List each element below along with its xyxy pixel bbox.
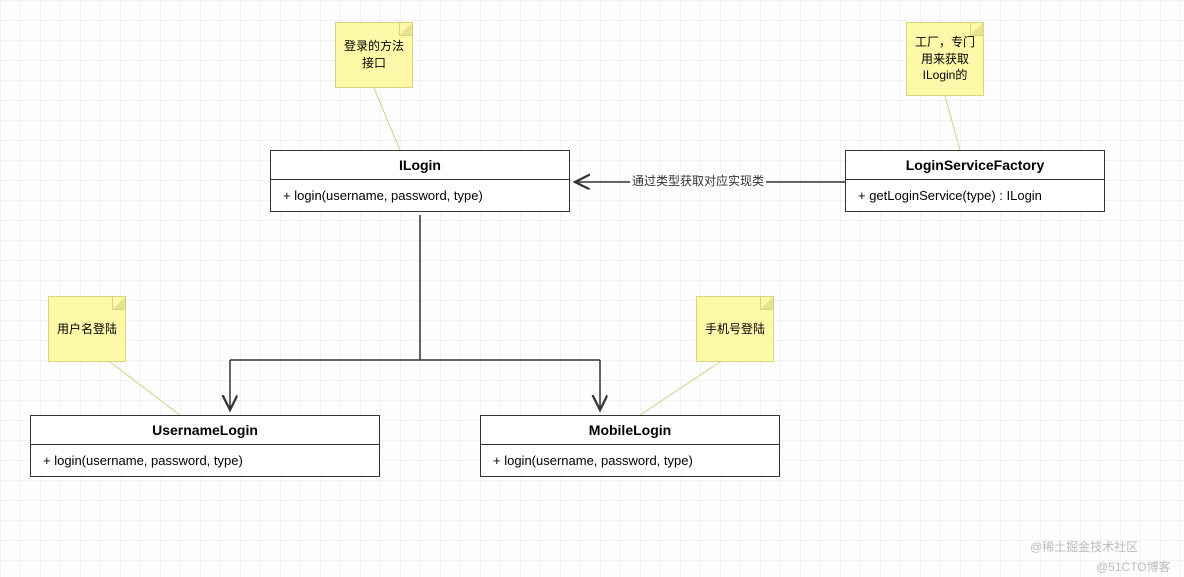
note-mobile: 手机号登陆: [696, 296, 774, 362]
edge-label-factory: 通过类型获取对应实现类: [630, 172, 766, 189]
class-method: + login(username, password, type): [271, 180, 569, 211]
note-text: 手机号登陆: [705, 321, 765, 338]
class-title: MobileLogin: [481, 416, 779, 445]
class-factory: LoginServiceFactory + getLoginService(ty…: [845, 150, 1105, 212]
note-ilogin: 登录的方法接口: [335, 22, 413, 88]
class-username-login: UsernameLogin + login(username, password…: [30, 415, 380, 477]
class-ilogin: ILogin + login(username, password, type): [270, 150, 570, 212]
note-text: 用户名登陆: [57, 321, 117, 338]
class-title: ILogin: [271, 151, 569, 180]
class-method: + getLoginService(type) : ILogin: [846, 180, 1104, 211]
class-method: + login(username, password, type): [31, 445, 379, 476]
note-factory: 工厂，专门用来获取ILogin的: [906, 22, 984, 96]
note-text: 工厂，专门用来获取ILogin的: [913, 34, 977, 84]
watermark-51cto: @51CTO博客: [1096, 558, 1171, 575]
class-title: LoginServiceFactory: [846, 151, 1104, 180]
class-title: UsernameLogin: [31, 416, 379, 445]
note-username: 用户名登陆: [48, 296, 126, 362]
note-text: 登录的方法接口: [342, 38, 406, 72]
class-mobile-login: MobileLogin + login(username, password, …: [480, 415, 780, 477]
connectors: [0, 0, 1184, 577]
watermark-juejin: @稀土掘金技术社区: [1030, 538, 1138, 555]
class-method: + login(username, password, type): [481, 445, 779, 476]
